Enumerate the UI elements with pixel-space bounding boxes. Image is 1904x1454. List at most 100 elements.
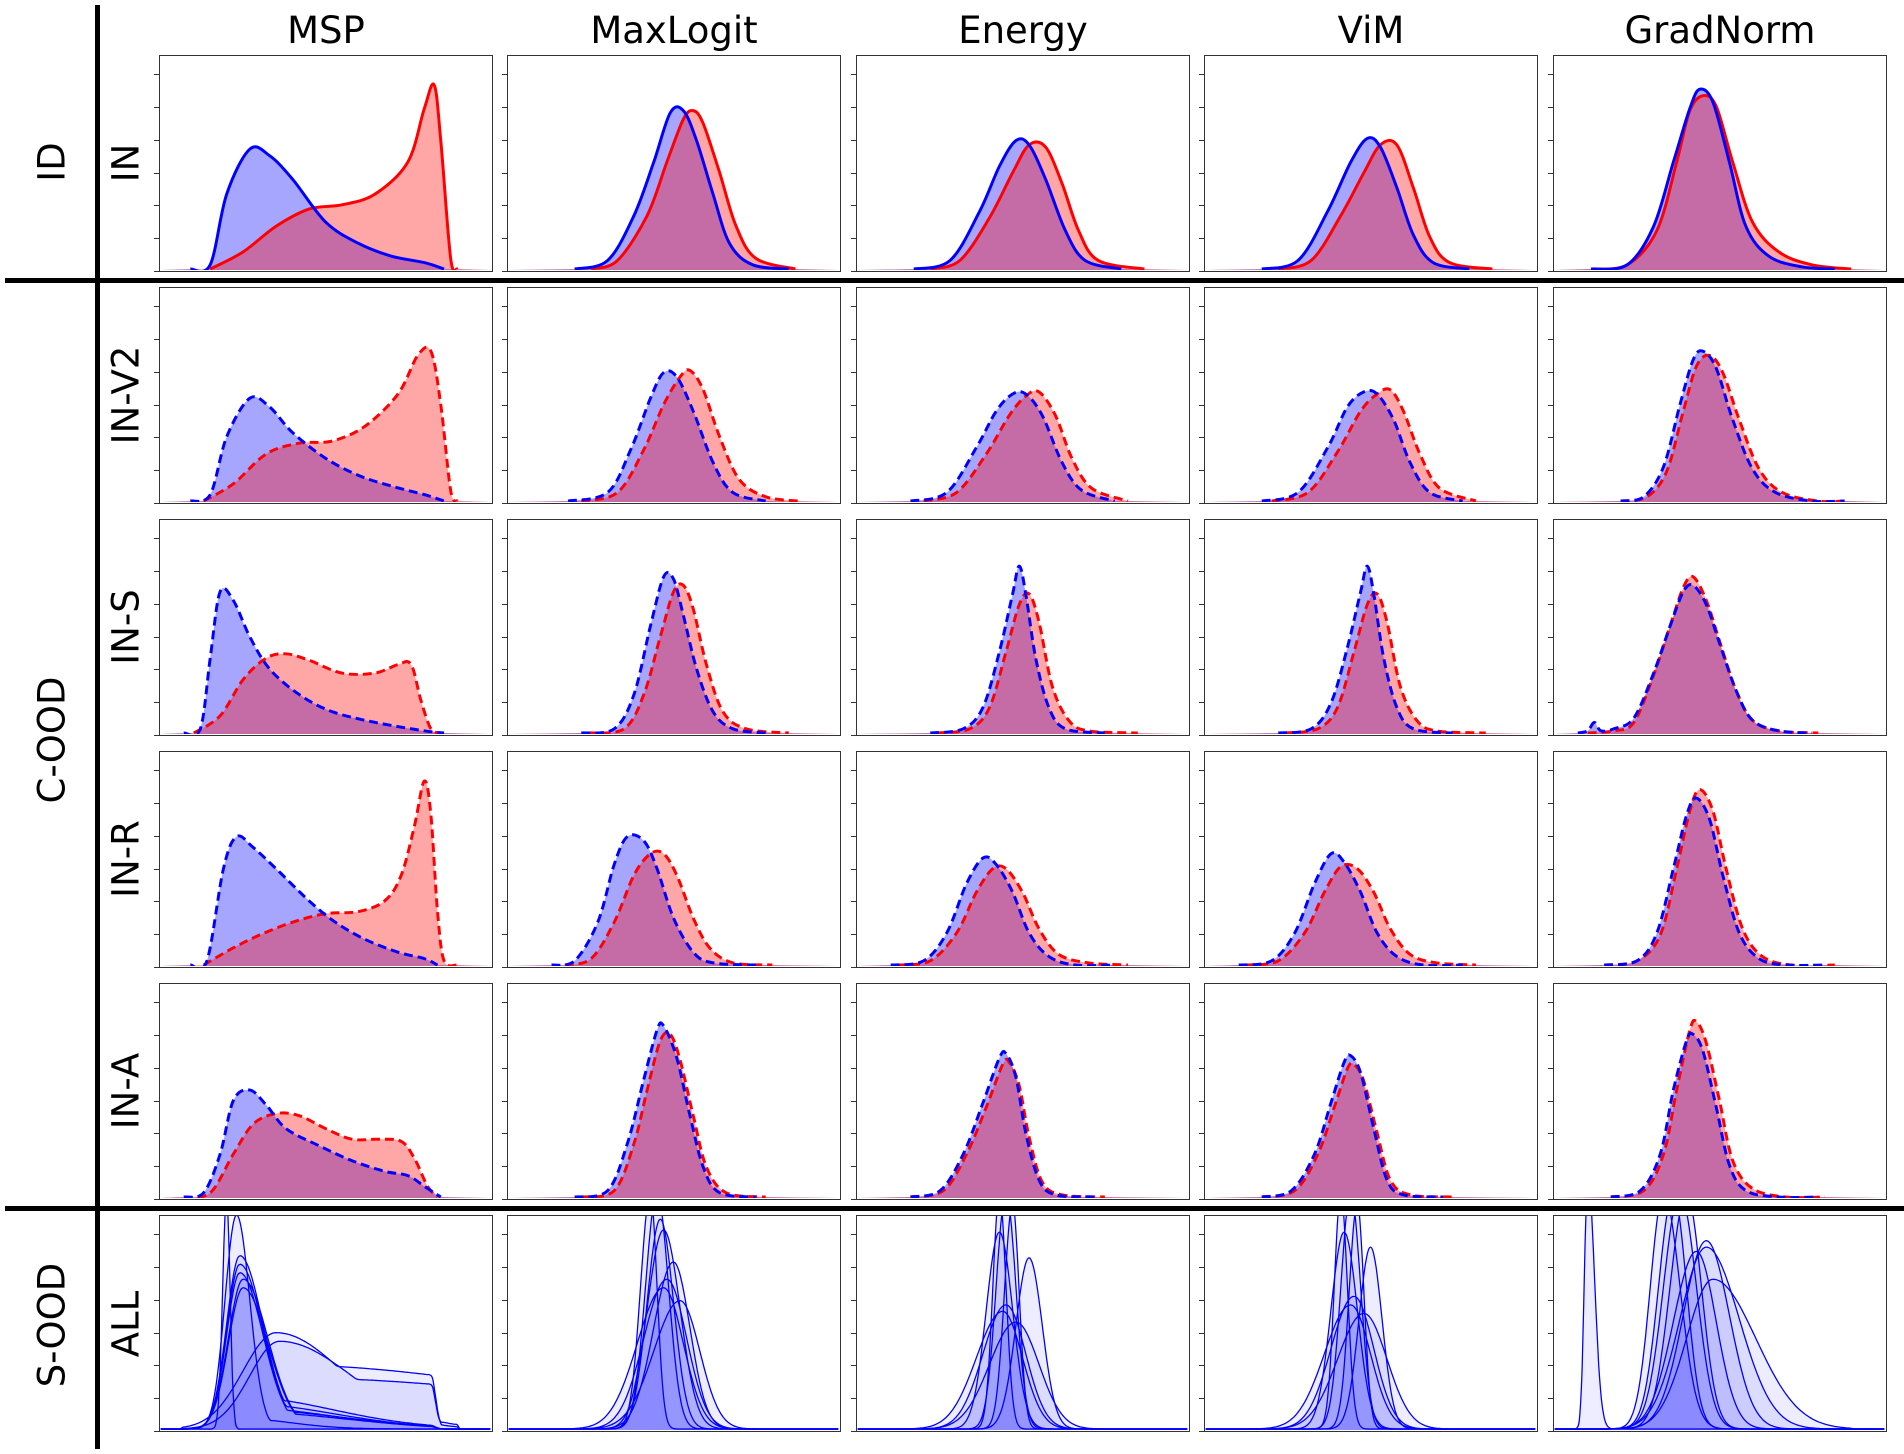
y-tick bbox=[851, 835, 856, 837]
density-curves bbox=[160, 345, 491, 502]
y-tick bbox=[1548, 106, 1553, 108]
density-curves bbox=[160, 1216, 491, 1430]
y-tick bbox=[1548, 306, 1553, 307]
y-tick bbox=[1199, 735, 1204, 736]
y-tick bbox=[154, 205, 159, 207]
density-panel-in-r-energy bbox=[851, 751, 1190, 968]
y-tick bbox=[1199, 1431, 1204, 1432]
y-tick bbox=[502, 371, 507, 373]
y-tick bbox=[1199, 338, 1204, 340]
y-tick bbox=[502, 901, 507, 903]
y-tick bbox=[154, 1002, 159, 1003]
y-tick bbox=[1548, 470, 1553, 472]
y-axis-ticks bbox=[154, 1216, 159, 1432]
y-tick bbox=[154, 1299, 159, 1301]
density-panel-in-a-gradnorm bbox=[1548, 983, 1887, 1200]
y-tick bbox=[502, 934, 507, 936]
y-tick bbox=[1548, 404, 1553, 406]
y-axis-ticks bbox=[1548, 520, 1553, 736]
y-tick bbox=[502, 1299, 507, 1301]
y-tick bbox=[1548, 636, 1553, 638]
y-tick bbox=[851, 437, 856, 439]
y-tick bbox=[502, 338, 507, 340]
y-tick bbox=[1199, 1002, 1204, 1003]
density-panel-in-r-msp bbox=[154, 751, 493, 968]
y-tick bbox=[851, 371, 856, 373]
density-curves bbox=[857, 1216, 1188, 1430]
y-tick bbox=[851, 106, 856, 108]
y-axis-ticks bbox=[851, 752, 856, 968]
density-panel-in-energy bbox=[851, 55, 1190, 272]
y-axis-ticks bbox=[1199, 520, 1204, 736]
y-tick bbox=[1548, 1431, 1553, 1432]
y-tick bbox=[851, 1299, 856, 1301]
y-tick bbox=[1199, 205, 1204, 207]
density-panel-in-a-vim bbox=[1199, 983, 1538, 1200]
y-tick bbox=[1199, 74, 1204, 75]
density-curves bbox=[160, 779, 491, 966]
y-tick bbox=[1548, 735, 1553, 736]
density-curves bbox=[1205, 136, 1536, 270]
y-tick bbox=[154, 603, 159, 605]
y-tick bbox=[154, 538, 159, 539]
y-tick bbox=[502, 1034, 507, 1036]
y-tick bbox=[502, 238, 507, 240]
density-curves bbox=[857, 564, 1188, 734]
y-tick bbox=[502, 1133, 507, 1135]
y-tick bbox=[154, 702, 159, 704]
y-tick bbox=[502, 1332, 507, 1334]
y-tick bbox=[502, 503, 507, 504]
density-panel-in-s-gradnorm bbox=[1548, 519, 1887, 736]
density-curves bbox=[508, 368, 839, 502]
y-tick bbox=[1199, 106, 1204, 108]
y-axis-ticks bbox=[502, 984, 507, 1200]
y-tick bbox=[154, 669, 159, 671]
y-tick bbox=[1199, 636, 1204, 638]
density-panel-in-s-vim bbox=[1199, 519, 1538, 736]
density-panel-in-r-gradnorm bbox=[1548, 751, 1887, 968]
y-tick bbox=[1548, 901, 1553, 903]
y-tick bbox=[1548, 570, 1553, 572]
y-tick bbox=[851, 603, 856, 605]
column-title-gradnorm: GradNorm bbox=[1624, 9, 1816, 52]
density-panel-in-vim bbox=[1199, 55, 1538, 272]
density-curves bbox=[1205, 851, 1536, 966]
density-curves bbox=[160, 82, 491, 270]
y-tick bbox=[154, 1133, 159, 1135]
density-panel-in-r-vim bbox=[1199, 751, 1538, 968]
y-tick bbox=[1199, 770, 1204, 771]
y-tick bbox=[154, 901, 159, 903]
y-tick bbox=[154, 1234, 159, 1235]
y-tick bbox=[1199, 868, 1204, 870]
y-tick bbox=[851, 306, 856, 307]
y-tick bbox=[154, 470, 159, 472]
y-axis-ticks bbox=[154, 520, 159, 736]
y-tick bbox=[502, 1431, 507, 1432]
y-tick bbox=[154, 1100, 159, 1102]
y-tick bbox=[851, 1166, 856, 1168]
y-tick bbox=[1548, 1100, 1553, 1102]
density-curves bbox=[857, 855, 1188, 966]
y-axis-ticks bbox=[1199, 984, 1204, 1200]
group-label-id: ID bbox=[30, 142, 74, 182]
row-label-in-r: IN-R bbox=[104, 820, 148, 898]
y-tick bbox=[1199, 967, 1204, 968]
column-title-msp: MSP bbox=[287, 9, 365, 52]
row-label-in-s: IN-S bbox=[104, 589, 148, 665]
y-tick bbox=[1548, 503, 1553, 504]
y-tick bbox=[851, 1332, 856, 1334]
density-panel-in-s-energy bbox=[851, 519, 1190, 736]
y-axis-ticks bbox=[502, 56, 507, 272]
y-tick bbox=[851, 669, 856, 671]
y-tick bbox=[154, 1332, 159, 1334]
density-curves bbox=[160, 1088, 491, 1198]
density-panel-all-vim bbox=[1199, 1215, 1538, 1432]
y-tick bbox=[1548, 1234, 1553, 1235]
y-tick bbox=[1199, 1199, 1204, 1200]
y-tick bbox=[502, 868, 507, 870]
density-curves bbox=[1205, 1053, 1536, 1198]
y-tick bbox=[851, 205, 856, 207]
y-tick bbox=[154, 570, 159, 572]
y-tick bbox=[1199, 570, 1204, 572]
y-tick bbox=[502, 967, 507, 968]
